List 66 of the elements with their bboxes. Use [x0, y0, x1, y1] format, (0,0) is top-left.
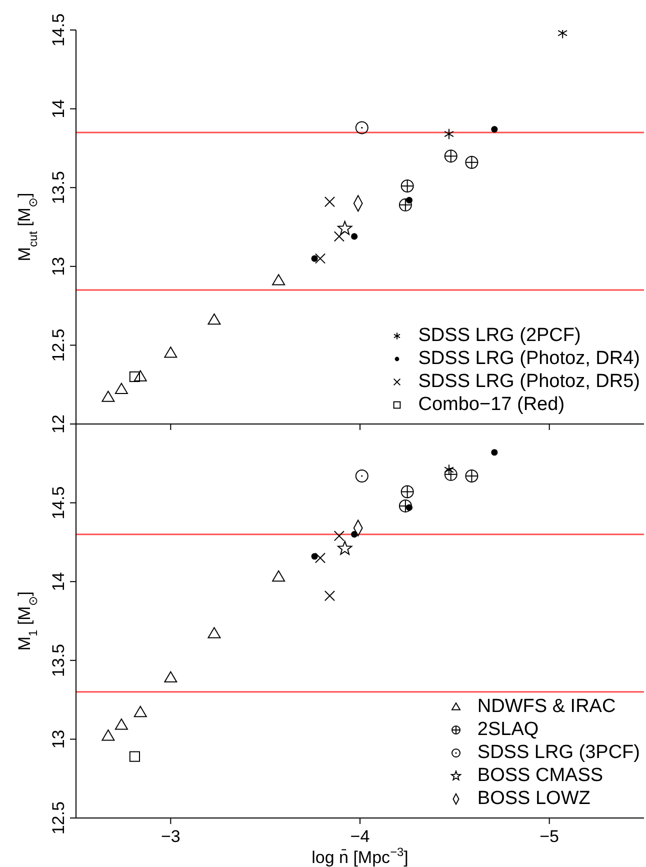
- point: [444, 468, 458, 481]
- x-axis-title: log n̄ [Mpc$^{−3}$]: [312, 845, 408, 867]
- point: [465, 156, 478, 169]
- point: [114, 718, 128, 730]
- point: [351, 233, 358, 240]
- point: [102, 730, 115, 741]
- x-tick-label: −3: [160, 827, 180, 846]
- point: [400, 180, 414, 193]
- point: [491, 449, 498, 456]
- y-tick-label: 13.5: [49, 171, 68, 204]
- point: [164, 346, 178, 358]
- point: [311, 553, 318, 560]
- point: [129, 751, 140, 762]
- point: [465, 470, 478, 483]
- point: [272, 570, 286, 582]
- point: [398, 198, 412, 212]
- point: [351, 531, 358, 538]
- point: [114, 382, 128, 394]
- y-tick-label: 14: [49, 99, 68, 118]
- point: [355, 470, 368, 483]
- legend-label: SDSS LRG (Photoz, DR5): [418, 370, 640, 393]
- y-tick-label: 14.5: [49, 13, 68, 47]
- point: [400, 485, 414, 498]
- point: [324, 590, 336, 602]
- point: [334, 231, 344, 242]
- point: [558, 30, 568, 39]
- legend-label: NDWFS & IRAC: [477, 695, 616, 718]
- point: [134, 706, 147, 718]
- point: [491, 126, 498, 133]
- point: [355, 121, 368, 134]
- x-tick-label: −5: [540, 827, 560, 846]
- y-tick-label: 12.5: [49, 328, 68, 362]
- point: [444, 464, 454, 476]
- point: [444, 150, 458, 163]
- y-tick-label: 14: [49, 572, 68, 592]
- point: [164, 671, 178, 682]
- point: [129, 371, 140, 382]
- legend-label: SDSS LRG (2PCF): [418, 324, 581, 347]
- legend-label: Combo−17 (Red): [418, 393, 565, 416]
- x-tick-label: −4: [350, 827, 370, 846]
- legend-label: 2SLAQ: [477, 718, 539, 741]
- point: [406, 504, 413, 511]
- point: [311, 255, 318, 262]
- point: [338, 540, 352, 555]
- point: [102, 390, 115, 402]
- y-tick-label: 13.5: [49, 644, 68, 677]
- legend-label: BOSS CMASS: [477, 764, 604, 787]
- legend-label: SDSS LRG (3PCF): [477, 741, 640, 764]
- point: [208, 313, 221, 325]
- point: [314, 253, 326, 264]
- point: [334, 530, 344, 542]
- y-tick-label: 14.5: [49, 486, 68, 520]
- y-tick-label: 12: [49, 414, 68, 434]
- legend-label: BOSS LOWZ: [477, 787, 590, 810]
- point: [324, 196, 336, 208]
- y-tick-label: 13: [49, 256, 68, 276]
- point: [398, 499, 412, 512]
- point: [338, 220, 352, 235]
- point: [272, 274, 286, 286]
- y-tick-label: 13: [49, 730, 68, 749]
- point: [134, 370, 147, 382]
- legend-label: SDSS LRG (Photoz, DR4): [418, 347, 640, 370]
- point: [208, 627, 221, 638]
- point: [314, 552, 326, 564]
- point: [444, 128, 454, 140]
- y-tick-label: 12.5: [49, 801, 68, 835]
